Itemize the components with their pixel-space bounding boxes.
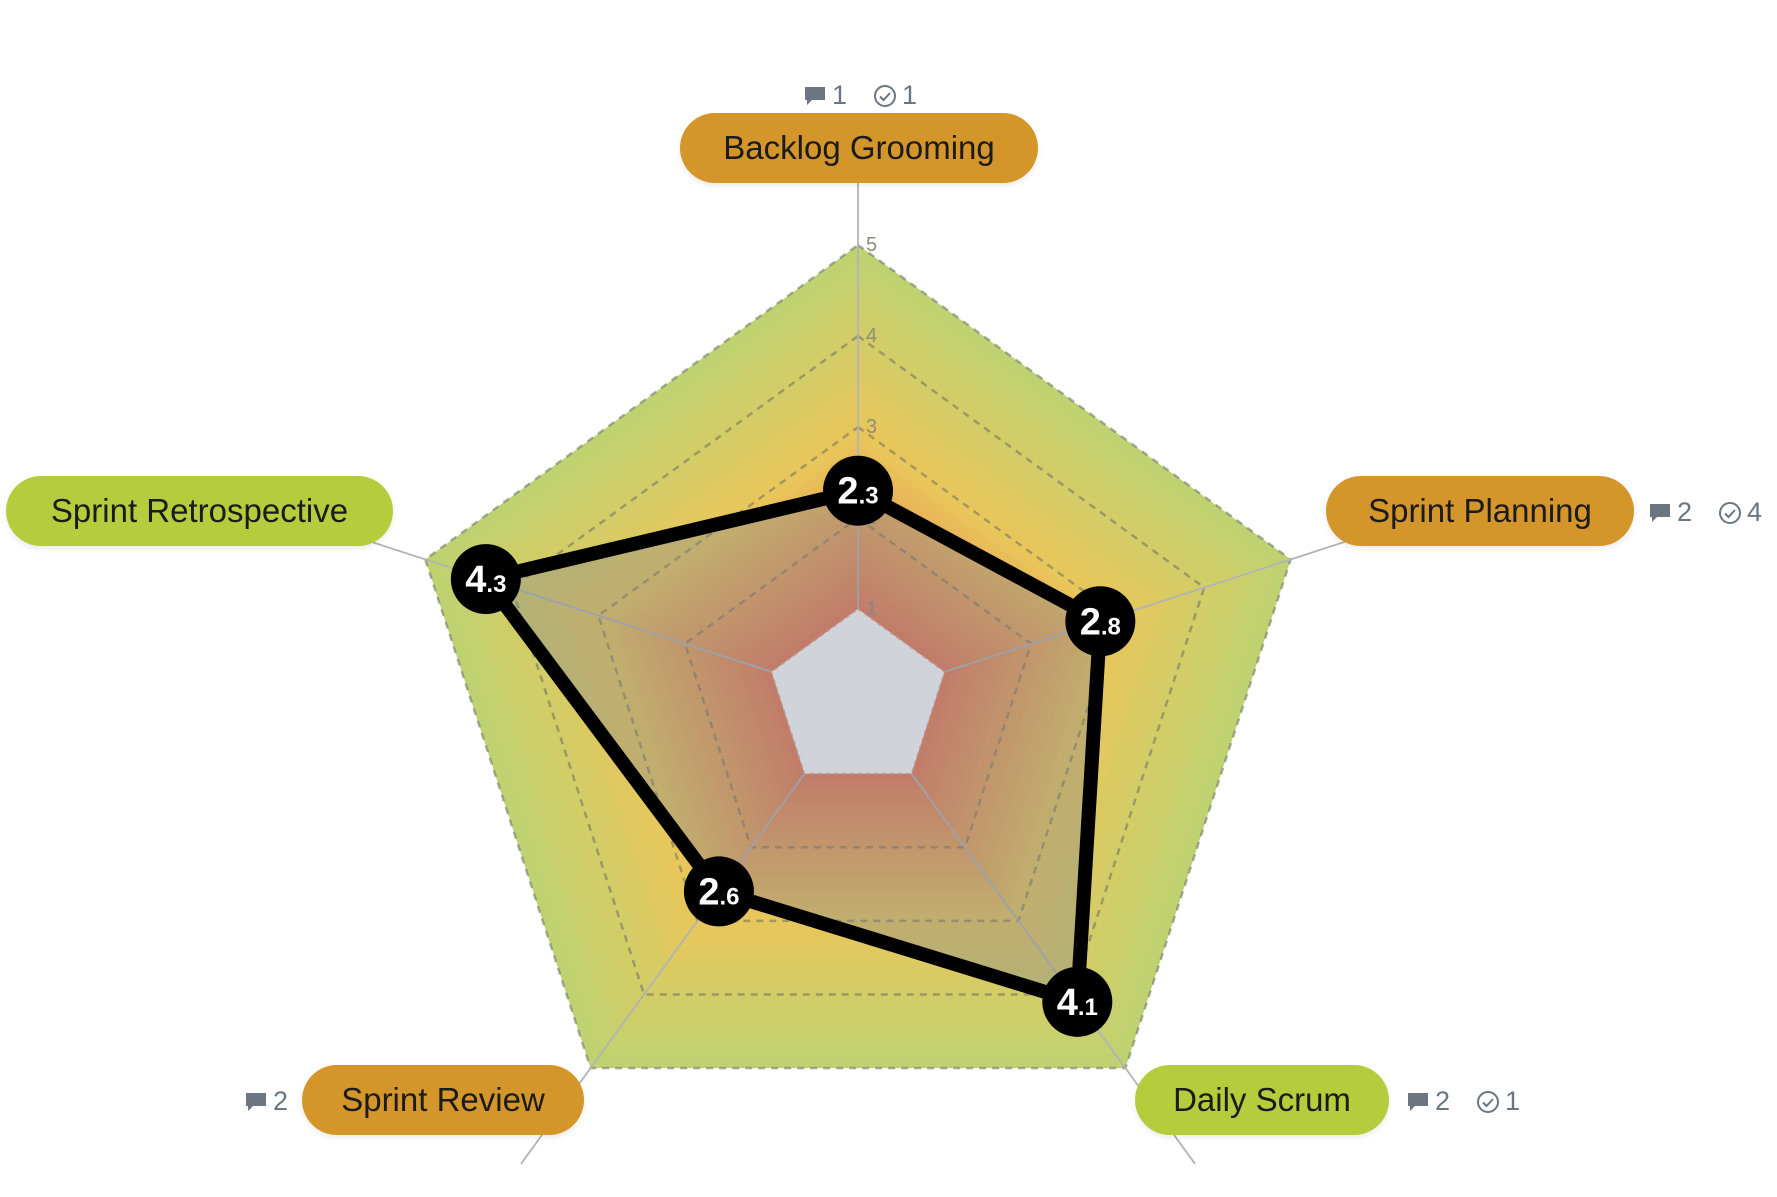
score-marker [450,544,521,615]
score-line [478,483,1108,1009]
comment-icon [1406,1090,1430,1114]
axis-tick-label: 4 [866,325,877,347]
axis-tick-label: 5 [866,234,877,256]
category-label: Sprint Review [341,1081,545,1118]
score-label: 4.3 [465,559,506,601]
score-decimal: .6 [719,883,739,910]
comments-counter[interactable]: 1 [803,80,847,111]
counters-sprint-planning: 2 4 [1648,497,1762,528]
score-marker [823,455,893,526]
score-decimal: .8 [1101,613,1121,640]
comments-count: 2 [1435,1086,1451,1116]
counters-backlog-grooming: 1 1 [803,80,917,111]
score-integer: 4 [1057,982,1078,1024]
counters-sprint-review: 2 [244,1086,288,1117]
score-decimal: .3 [486,571,506,598]
category-label: Backlog Grooming [723,129,995,166]
score-integer: 2 [1080,601,1101,643]
score-label: 4.1 [1057,982,1098,1024]
check-circle-icon [1476,1090,1500,1114]
grid-ring [683,516,1033,849]
score-decimal: .3 [859,483,879,510]
actions-count: 4 [1747,497,1763,527]
comments-count: 2 [1677,497,1693,527]
category-pill-sprint-planning[interactable]: Sprint Planning [1326,476,1634,546]
comments-counter[interactable]: 2 [1648,497,1692,528]
score-marker [683,856,754,927]
actions-counter[interactable]: 1 [873,80,917,111]
check-circle-icon [873,84,897,108]
category-label: Sprint Planning [1368,492,1592,529]
axis-tick-label: 1 [866,598,877,620]
category-pill-backlog-grooming[interactable]: Backlog Grooming [680,113,1038,183]
axis-line [312,521,772,673]
score-decimal: .1 [1078,994,1098,1021]
actions-count: 1 [902,80,918,110]
category-pill-sprint-review[interactable]: Sprint Review [302,1065,584,1135]
actions-count: 1 [1505,1086,1521,1116]
score-marker [1042,966,1113,1037]
category-pill-daily-scrum[interactable]: Daily Scrum [1135,1065,1389,1135]
grid-ring [423,243,1293,1070]
grid-ring [510,334,1206,996]
score-marker [1065,586,1136,657]
score-label: 2.8 [1080,601,1121,643]
score-label: 2.6 [698,871,739,913]
category-label: Sprint Retrospective [50,492,349,529]
center-hole [770,608,946,775]
axis-tick-label: 3 [866,416,877,438]
comment-icon [1648,501,1672,525]
check-circle-icon [1718,501,1742,525]
comments-count: 2 [273,1086,289,1116]
score-label: 2.3 [837,471,878,513]
score-integer: 2 [698,871,719,913]
comment-icon [803,84,827,108]
score-integer: 4 [465,559,486,601]
counters-daily-scrum: 2 1 [1406,1086,1520,1117]
comments-counter[interactable]: 2 [244,1086,288,1117]
axis-line [944,521,1404,673]
comments-count: 1 [832,80,848,110]
category-pill-sprint-retrospective[interactable]: Sprint Retrospective [6,476,393,546]
actions-counter[interactable]: 1 [1476,1086,1520,1117]
score-area [485,490,1101,1002]
comments-counter[interactable]: 2 [1406,1086,1450,1117]
score-integer: 2 [837,471,858,513]
actions-counter[interactable]: 4 [1718,497,1762,528]
comment-icon [244,1090,268,1114]
category-label: Daily Scrum [1173,1081,1351,1118]
